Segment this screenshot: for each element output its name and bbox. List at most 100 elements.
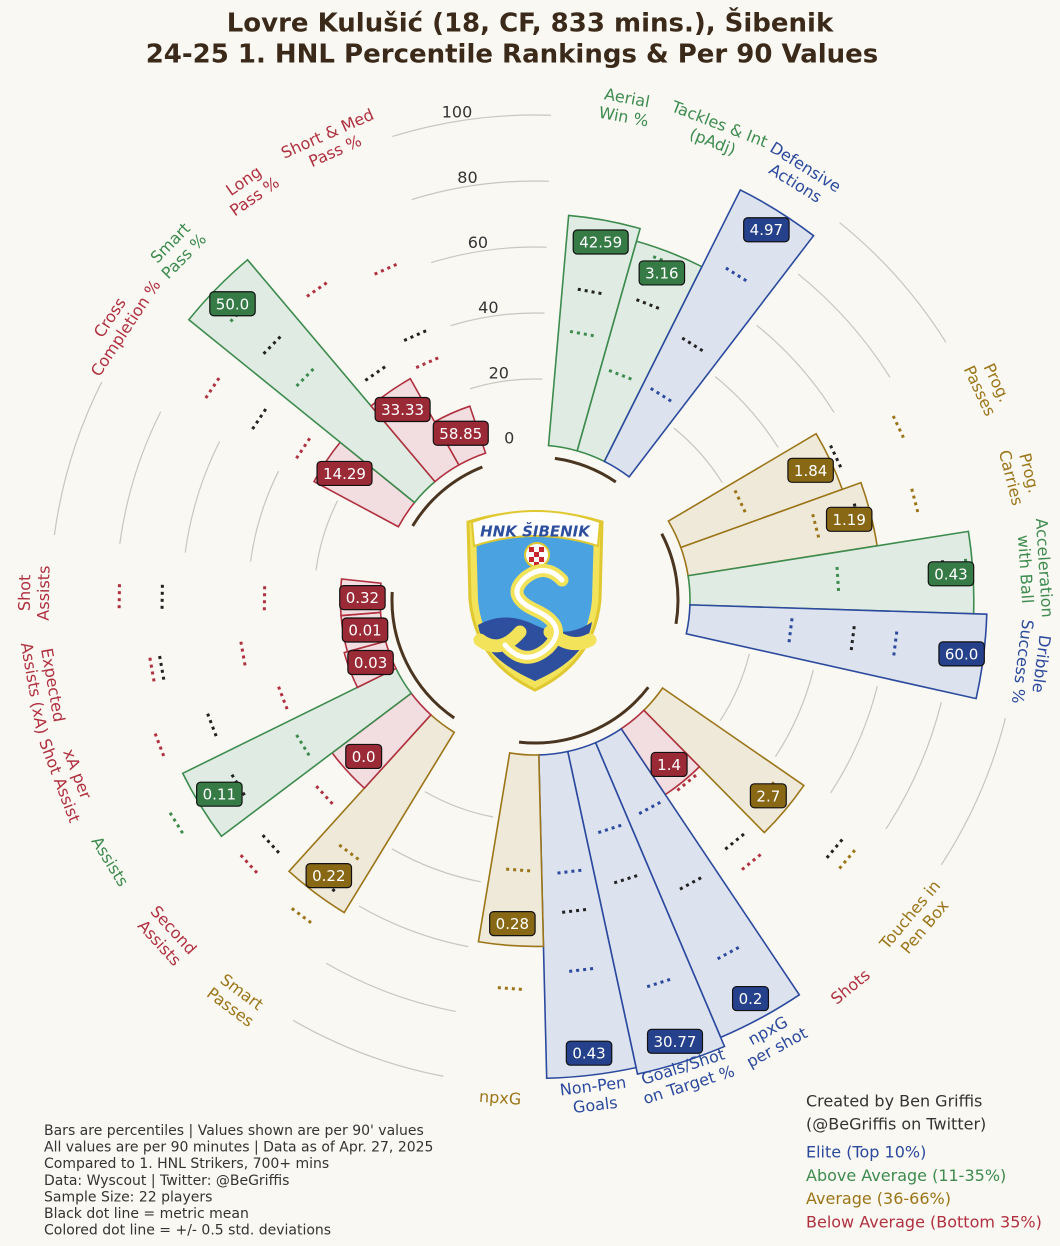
dot-line [147,653,156,682]
value-box [316,460,373,487]
dot-line [295,434,314,460]
value-label: 30.77 [654,1033,697,1051]
grid-arc [714,376,779,448]
value-box [638,260,686,286]
r-tick-label: 20 [489,363,509,382]
metric-label: Shot [15,575,35,612]
dot-line [673,774,697,795]
dot-line [415,354,443,369]
dot-line [910,488,921,517]
value-label: 58.85 [439,425,482,443]
value-label: 1.4 [657,756,681,774]
r-tick-label: 100 [442,103,473,122]
dot-line [569,329,598,338]
dot-line [558,908,587,915]
dot-line [295,365,318,388]
dot-line [251,404,270,430]
dot-line [287,904,312,924]
grid-arc [119,411,162,544]
grid-arc [391,848,481,883]
grid-arc [719,653,750,722]
value-label: 60.0 [945,645,978,663]
group-arc [411,465,483,527]
grid-arc [249,470,280,562]
dot-line [275,682,289,710]
checker [529,547,534,552]
value-box [572,229,629,255]
dot-line [204,709,218,737]
dot-line [204,373,223,399]
dot-line [228,770,246,796]
metric-label: Assists [34,565,54,620]
value-box [489,911,536,937]
logo-s-inner [502,568,565,660]
value-label: 50.0 [216,295,249,313]
grid-arc [315,500,339,571]
footnote: Black dot line = metric mean [44,1206,249,1222]
dot-line [725,266,751,285]
group-arc [518,686,650,745]
grid-arc [424,791,494,818]
bar [187,258,437,504]
value-label: 3.16 [645,264,678,282]
dot-line [811,513,822,542]
legend-entry: Above Average (11-35%) [806,1166,1006,1185]
dot-line [364,363,390,382]
dot-line [675,876,702,893]
metric-label: npxG [478,1087,521,1109]
dot-line [649,387,676,405]
dot-line [335,841,360,861]
footnote: Data: Wyscout | Twitter: @BeGriffis [44,1173,289,1189]
checker [539,557,544,562]
value-label: 0.11 [203,786,236,804]
value-labels: 42.59 3.16 4.97 1.84 1.19 0.43 60.0 2.7 1.4 0.2 30… [196,217,985,1066]
dot-line [238,637,247,666]
grid-arc [469,378,543,390]
dot-line [608,369,636,382]
dot-line [823,838,844,862]
dot-line [553,868,582,876]
group-arc [390,591,456,720]
footnote: Bars are percentiles | Values shown are … [44,1123,424,1139]
grid-arc [184,441,221,553]
bar [685,604,988,700]
dot-line [403,327,431,342]
value-box [927,561,975,587]
bar [566,741,726,1076]
dot-line [733,489,749,517]
value-box [731,985,770,1012]
credit: (@BeGriffis on Twitter) [806,1115,986,1134]
grid-arc [673,427,723,483]
checker [534,562,539,566]
value-box [650,751,688,778]
dot-line [642,977,671,990]
footnote: All values are per 90 minutes | Data as … [44,1140,433,1156]
chart-subtitle: 24-25 1. HNL Percentile Rankings & Per 9… [146,40,879,70]
checker [539,547,544,552]
value-label: 42.59 [579,233,622,251]
value-label: 4.97 [750,221,783,239]
dot-line [312,782,334,805]
dot-line [502,867,531,873]
footnote: Compared to 1. HNL Strikers, 700+ mins [44,1156,329,1172]
grid [53,114,1006,1077]
dot-line [609,874,638,886]
value-box [305,863,353,889]
value-box [787,457,834,483]
grid-arc [839,222,947,343]
grid-arc [774,669,814,758]
legend-entry: Elite (Top 10%) [806,1143,926,1162]
dot-line [829,444,844,472]
value-label: 1.84 [794,462,827,480]
dot-line [891,631,899,660]
dot-line [721,832,745,853]
r-tick-label: 0 [504,429,514,448]
dot-line [258,831,280,854]
grid-arc [830,685,878,794]
value-label: 0.22 [312,867,345,885]
dot-line [849,626,856,655]
value-box [825,506,873,532]
value-label: 0.03 [354,654,387,672]
value-box [341,617,389,643]
